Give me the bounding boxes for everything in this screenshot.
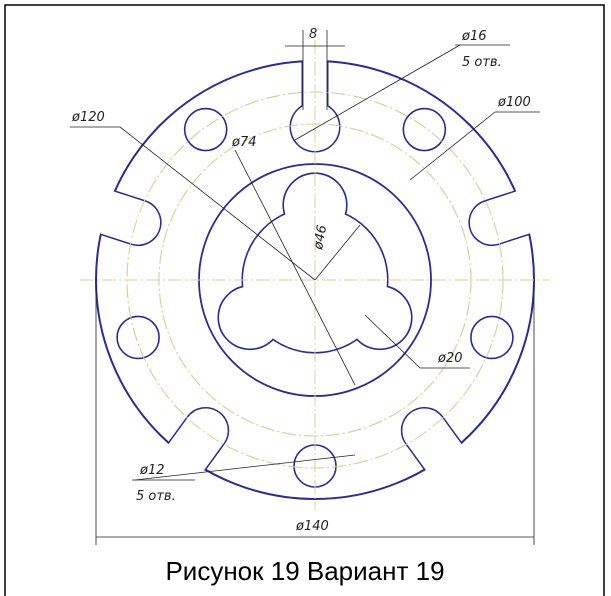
dim-label: 5 отв.	[136, 489, 176, 504]
dim-label: ø12	[139, 463, 165, 478]
dim-label: ø74	[231, 135, 257, 150]
caption: Рисунок 19 Вариант 19	[165, 556, 444, 586]
dim-label: ø140	[295, 519, 329, 534]
dim-label: ø120	[71, 110, 105, 125]
dim-label: 5 отв.	[462, 55, 502, 70]
dim-label: ø46	[311, 224, 330, 252]
dim-label: ø20	[437, 351, 463, 366]
part-outline	[402, 107, 447, 152]
frame	[4, 4, 605, 596]
part-outline	[60, 20, 570, 504]
part-outline	[116, 315, 160, 360]
part-outline	[183, 107, 228, 152]
dim-label: 8	[309, 27, 317, 42]
dim-label: ø100	[497, 95, 531, 110]
part-outline	[60, 20, 570, 504]
dim-label: ø16	[461, 29, 487, 44]
dimension-lines	[70, 30, 540, 545]
center-lines	[80, 40, 550, 510]
part-outline	[470, 315, 514, 360]
